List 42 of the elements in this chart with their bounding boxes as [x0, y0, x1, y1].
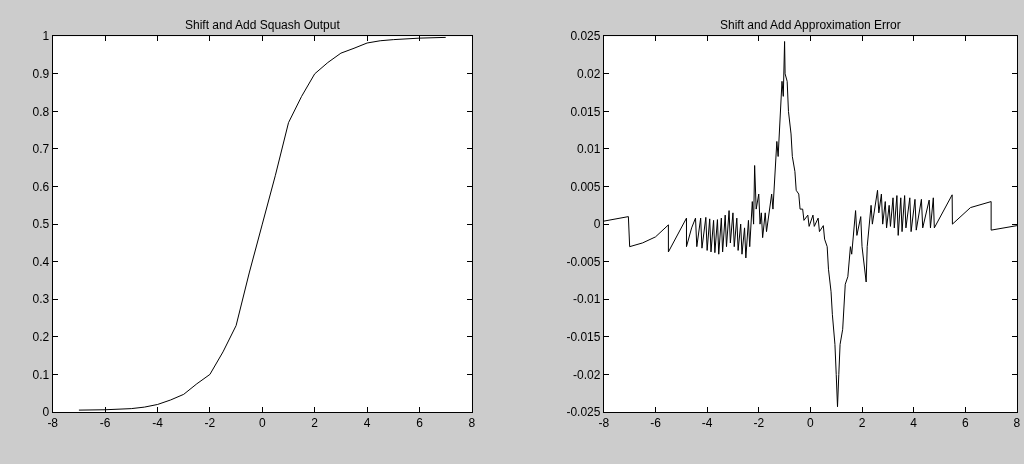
y-tick-label: 1 [42, 29, 50, 44]
y-tick-label: -0.005 [566, 254, 601, 269]
x-tick-label: -6 [650, 416, 662, 431]
x-tick-label: -2 [753, 416, 765, 431]
y-tick-label: 0 [42, 405, 50, 420]
y-tick-label: 0.015 [570, 104, 601, 119]
y-tick-label: 0 [593, 217, 601, 232]
x-tick-label: -6 [99, 416, 111, 431]
y-tick-label: 0.3 [32, 292, 50, 307]
y-tick-label: 0.6 [32, 179, 50, 194]
y-tick-label: 0.4 [32, 254, 50, 269]
y-tick-label: -0.015 [566, 330, 601, 345]
x-tick-label: 4 [363, 416, 371, 431]
x-tick-label: -4 [152, 416, 164, 431]
x-tick-label: 0 [258, 416, 266, 431]
x-tick-label: 8 [468, 416, 476, 431]
x-tick-label: 0 [807, 416, 815, 431]
y-tick-label: 0.005 [570, 179, 601, 194]
y-tick-label: 0.01 [577, 142, 601, 157]
y-tick-label: -0.01 [573, 292, 601, 307]
x-tick-label: 8 [1013, 416, 1021, 431]
x-tick-label: -8 [598, 416, 610, 431]
y-tick-label: 0.7 [32, 142, 50, 157]
y-tick-label: -0.02 [573, 367, 601, 382]
y-tick-label: 0.025 [570, 29, 601, 44]
y-tick-label: 0.5 [32, 217, 50, 232]
y-tick-label: -0.025 [566, 405, 601, 420]
x-tick-label: 2 [311, 416, 319, 431]
chart-title: Shift and Add Approximation Error [720, 18, 901, 32]
y-tick-label: 0.2 [32, 330, 50, 345]
y-tick-label: 0.02 [577, 67, 601, 82]
x-tick-label: 6 [961, 416, 969, 431]
x-tick-label: -2 [204, 416, 216, 431]
y-tick-label: 0.9 [32, 67, 50, 82]
x-tick-label: -4 [701, 416, 713, 431]
x-tick-label: -8 [47, 416, 59, 431]
chart-title: Shift and Add Squash Output [185, 18, 341, 32]
x-tick-label: 6 [416, 416, 424, 431]
x-tick-label: 4 [910, 416, 918, 431]
y-tick-label: 0.8 [32, 104, 50, 119]
y-tick-label: 0.1 [32, 367, 50, 382]
x-tick-label: 2 [858, 416, 866, 431]
